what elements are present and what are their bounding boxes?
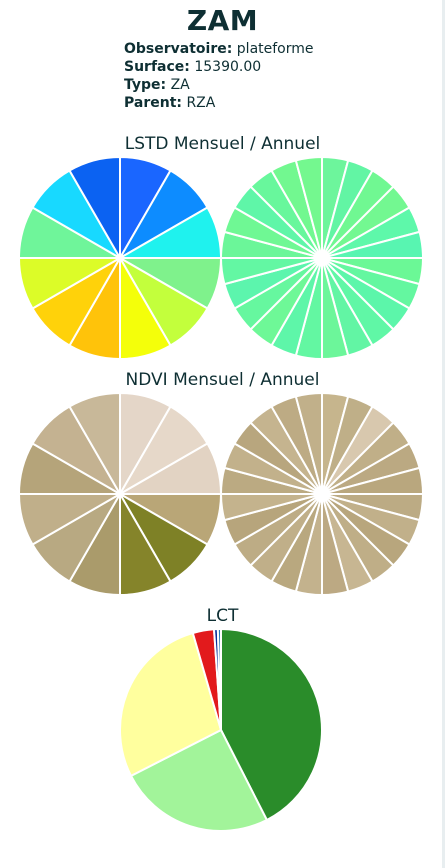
- meta-value: ZA: [170, 77, 190, 93]
- meta-value: RZA: [186, 95, 216, 111]
- lct-section-title: LCT: [206, 606, 239, 626]
- meta-row-parent: Parent: RZA: [124, 94, 314, 112]
- ndvi-monthly-slice-12[interactable]: [68, 392, 121, 495]
- lct-slice-6[interactable]: [216, 628, 222, 731]
- lstd-annual-pie: [220, 156, 424, 360]
- meta-row-type: Type: ZA: [124, 76, 314, 94]
- meta-value: 15390.00: [194, 59, 262, 75]
- lstd-annual-slice-24[interactable]: [294, 156, 323, 259]
- meta-row-surface: Surface: 15390.00: [124, 58, 314, 76]
- lstd-section-title: LSTD Mensuel / Annuel: [124, 134, 321, 154]
- ndvi-annual-pie: [220, 392, 424, 596]
- meta-key: Type:: [124, 77, 167, 93]
- ndvi-monthly-pie: [18, 392, 222, 596]
- lstd-monthly-pie: [18, 156, 222, 360]
- lct-slice-3[interactable]: [119, 632, 222, 777]
- meta-key: Parent:: [124, 95, 182, 111]
- lct-slice-2[interactable]: [130, 729, 268, 832]
- ndvi-annual-slice-24[interactable]: [294, 392, 323, 495]
- meta-value: plateforme: [236, 41, 314, 57]
- right-edge-bar: [442, 0, 445, 868]
- meta-key: Observatoire:: [124, 41, 233, 57]
- lstd-monthly-slice-12[interactable]: [68, 156, 121, 259]
- meta-row-observatoire: Observatoire: plateforme: [124, 40, 314, 58]
- ndvi-section-title: NDVI Mensuel / Annuel: [125, 370, 320, 390]
- lct-pie: [119, 628, 323, 832]
- meta-key: Surface:: [124, 59, 190, 75]
- lct-slice-1[interactable]: [220, 628, 323, 821]
- page-title: ZAM: [186, 4, 259, 37]
- metadata-block: Observatoire: plateforme Surface: 15390.…: [124, 40, 314, 112]
